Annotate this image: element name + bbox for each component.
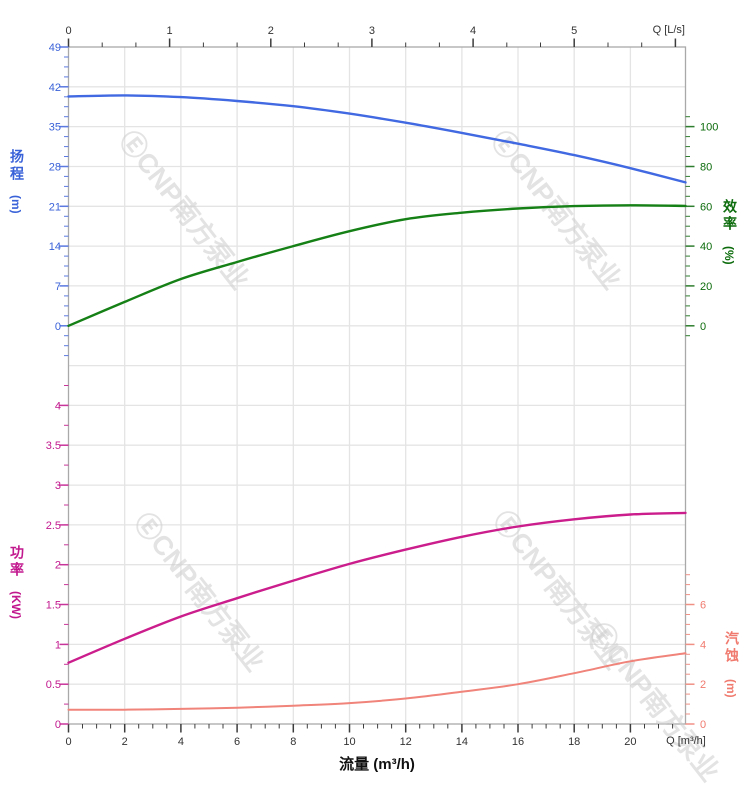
top-axis-unit-label: Q [L/s]	[652, 24, 685, 36]
top-axis-tick-label: 2	[268, 25, 274, 37]
bottom-axis-tick-label: 6	[234, 736, 240, 748]
npsh-tick-label: 2	[700, 679, 706, 691]
efficiency-tick-label: 0	[700, 321, 706, 333]
cnp-logo-watermark: ⒺCNP南方泵业	[113, 125, 256, 295]
efficiency-curve	[67, 204, 687, 327]
power-tick-label: 1	[55, 639, 61, 651]
top-axis-tick-label: 1	[167, 25, 173, 37]
head-tick-label: 49	[49, 42, 61, 54]
bottom-axis-tick-label: 2	[122, 736, 128, 748]
power-tick-label: 0.5	[46, 679, 61, 691]
bottom-axis-tick-label: 8	[290, 736, 296, 748]
top-axis: 0 1 2 3 4 5	[65, 25, 677, 47]
bottom-axis-tick-label: 16	[512, 736, 524, 748]
head-tick-label: 28	[49, 162, 61, 174]
bottom-axis: 0 2 4 6 8 10 12 14 16 18 20	[65, 724, 674, 748]
npsh-tick-label: 0	[700, 719, 706, 731]
bottom-axis-tick-label: 4	[178, 736, 184, 748]
top-axis-tick-label: 3	[369, 25, 375, 37]
efficiency-tick-label: 20	[700, 281, 712, 293]
bottom-axis-tick-label: 10	[343, 736, 355, 748]
npsh-axis: 6 4 2 0	[685, 574, 706, 731]
efficiency-tick-label: 100	[700, 122, 718, 134]
bottom-axis-tick-label: 18	[568, 736, 580, 748]
power-tick-label: 1.5	[46, 600, 61, 612]
head-tick-label: 14	[49, 241, 61, 253]
power-axis-title: 功率	[9, 545, 25, 579]
efficiency-tick-label: 40	[700, 241, 712, 253]
efficiency-tick-label: 80	[700, 162, 712, 174]
npsh-tick-label: 4	[700, 639, 706, 651]
power-axis: 4 3.5 3 2.5 2 1.5 1 0.5 0	[46, 385, 69, 731]
head-tick-label: 0	[55, 321, 61, 333]
power-axis-unit: (KW)	[9, 591, 23, 619]
power-tick-label: 3	[55, 480, 61, 492]
bottom-axis-unit-label: Q [m³/h]	[666, 735, 706, 747]
top-axis-tick-label: 4	[470, 25, 476, 37]
efficiency-axis-unit: (%)	[722, 246, 736, 265]
cnp-logo-watermark: ⒺCNP南方泵业	[128, 507, 271, 677]
curves	[67, 94, 687, 711]
npsh-axis-title: 汽蚀	[724, 631, 740, 665]
head-tick-label: 42	[49, 82, 61, 94]
bottom-axis-tick-label: 20	[624, 736, 636, 748]
top-axis-tick-label: 0	[65, 25, 71, 37]
power-tick-label: 4	[55, 400, 61, 412]
power-tick-label: 2.5	[46, 520, 61, 532]
head-curve	[67, 94, 687, 184]
efficiency-tick-label: 60	[700, 201, 712, 213]
bottom-axis-tick-label: 12	[400, 736, 412, 748]
power-tick-label: 3.5	[46, 440, 61, 452]
power-tick-label: 2	[55, 560, 61, 572]
npsh-tick-label: 6	[700, 600, 706, 612]
head-axis-title: 扬程	[9, 149, 25, 183]
npsh-curve	[67, 652, 687, 711]
npsh-axis-unit: (m)	[724, 679, 738, 698]
power-tick-label: 0	[55, 719, 61, 731]
x-axis-title: 流量 (m³/h)	[339, 756, 415, 773]
head-tick-label: 35	[49, 122, 61, 134]
head-tick-label: 7	[55, 281, 61, 293]
power-curve	[67, 511, 687, 664]
top-axis-tick-label: 5	[571, 25, 577, 37]
efficiency-axis-title: 效率	[722, 199, 738, 233]
bottom-axis-tick-label: 0	[65, 736, 71, 748]
efficiency-axis: 100 80 60 40 20 0	[685, 116, 718, 337]
head-tick-label: 21	[49, 201, 61, 213]
head-axis-unit: (m)	[9, 195, 23, 214]
head-axis: 49 42 35 28 21 14 7 0	[49, 42, 69, 357]
bottom-axis-tick-label: 14	[456, 736, 468, 748]
